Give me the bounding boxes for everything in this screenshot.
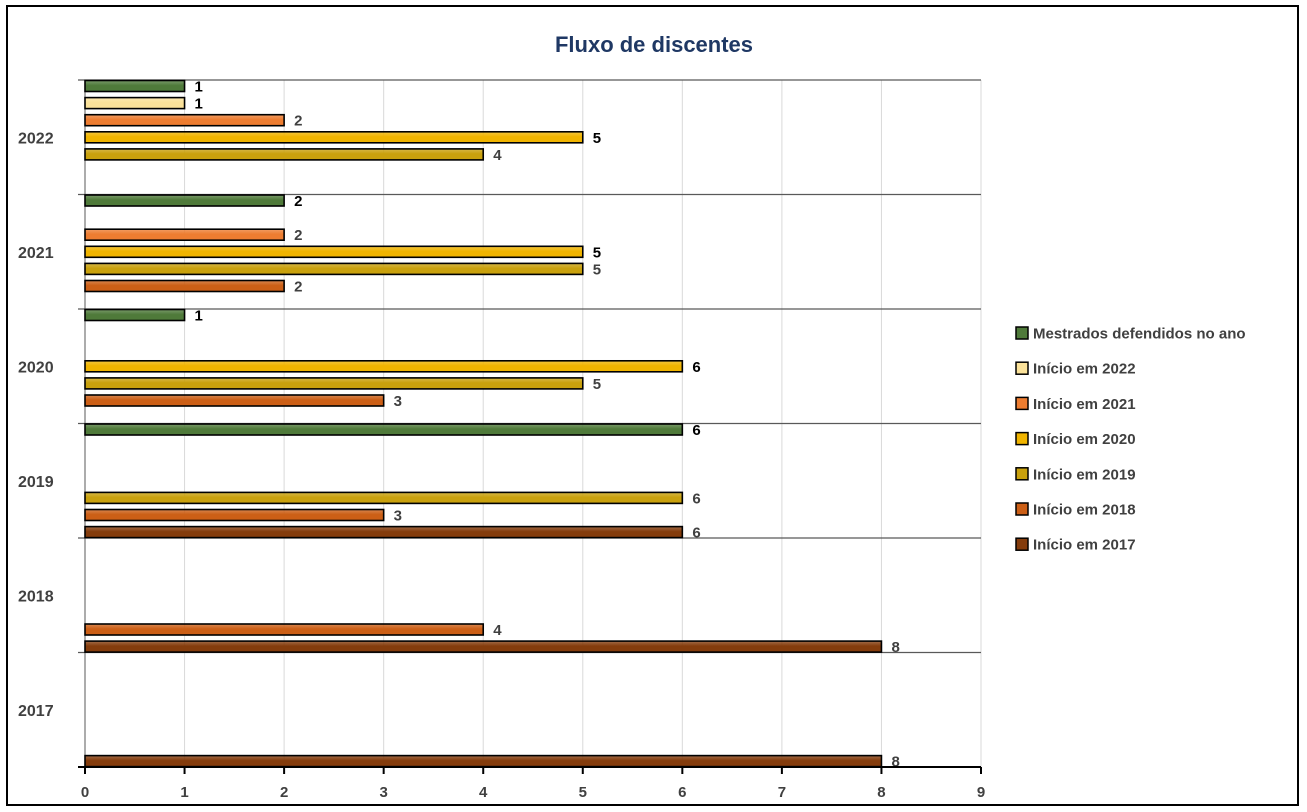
bar [84, 508, 385, 522]
chart-title: Fluxo de discentes [555, 32, 753, 57]
data-label: 4 [493, 147, 502, 164]
data-label: 2 [294, 193, 302, 210]
legend-item: Início em 2020 [1015, 431, 1136, 448]
data-label: 3 [394, 393, 402, 410]
bar [84, 377, 584, 390]
legend-item: Mestrados defendidos no ano [1015, 326, 1246, 343]
x-axis: 0 1 2 3 4 5 6 7 8 9 [78, 766, 985, 801]
legend-swatch [1015, 502, 1029, 516]
data-label: 6 [692, 359, 700, 376]
legend-label: Início em 2019 [1033, 466, 1136, 483]
bar [84, 228, 285, 241]
category-label: 2021 [18, 245, 54, 262]
data-label: 5 [593, 130, 601, 147]
category-label: 2017 [18, 703, 54, 720]
x-tick-label: 6 [678, 784, 686, 801]
bar [84, 525, 684, 539]
data-label: 8 [891, 754, 899, 771]
legend-swatch [1015, 537, 1029, 551]
bar [84, 245, 584, 259]
data-label: 2 [294, 227, 302, 244]
bar [84, 423, 684, 436]
legend: Mestrados defendidos no ano Início em 202… [1015, 326, 1246, 554]
data-label: 1 [195, 308, 203, 325]
data-label: 8 [891, 639, 899, 656]
bar [84, 640, 883, 653]
x-tick-label: 7 [778, 784, 786, 801]
legend-item: Início em 2022 [1015, 361, 1136, 378]
bar [84, 308, 186, 322]
data-label: 6 [692, 490, 700, 507]
data-label: 2 [294, 279, 302, 296]
x-tick-label: 8 [877, 784, 885, 801]
bar [84, 262, 584, 276]
legend-label: Início em 2020 [1033, 431, 1136, 448]
bar [84, 279, 285, 293]
x-tick-label: 4 [479, 784, 488, 801]
legend-item: Início em 2017 [1015, 537, 1136, 554]
bar [84, 148, 485, 161]
legend-swatch [1015, 326, 1029, 340]
x-tick-label: 2 [280, 784, 288, 801]
legend-label: Início em 2022 [1033, 361, 1136, 378]
data-label: 6 [692, 422, 700, 439]
legend-label: Início em 2021 [1033, 396, 1136, 413]
data-label: 5 [593, 261, 601, 278]
x-tick-label: 9 [977, 784, 985, 801]
data-label: 1 [195, 79, 203, 96]
legend-swatch [1015, 396, 1029, 411]
bar [84, 194, 285, 207]
bar [84, 96, 186, 110]
bar [84, 79, 186, 93]
legend-label: Início em 2017 [1033, 537, 1136, 554]
bar [84, 754, 883, 768]
data-label: 4 [493, 622, 502, 639]
legend-swatch [1015, 361, 1029, 375]
x-tick-label: 5 [579, 784, 587, 801]
category-label: 2019 [18, 474, 54, 491]
x-tick-label: 1 [180, 784, 188, 801]
category-label: 2018 [18, 588, 54, 605]
bar [84, 113, 285, 127]
legend-label: Mestrados defendidos no ano [1033, 326, 1246, 343]
legend-item: Início em 2019 [1015, 466, 1136, 483]
bar [84, 623, 485, 636]
data-label: 6 [692, 525, 700, 542]
bar [84, 491, 684, 505]
x-tick-label: 3 [379, 784, 387, 801]
legend-item: Início em 2018 [1015, 502, 1136, 519]
data-label: 1 [195, 96, 203, 113]
bar [84, 359, 684, 373]
category-label: 2022 [18, 130, 54, 147]
legend-swatch [1015, 467, 1029, 481]
category-label: 2020 [18, 359, 54, 376]
bar [84, 131, 584, 144]
legend-item: Início em 2021 [1015, 396, 1136, 413]
data-label: 2 [294, 113, 302, 130]
data-label: 5 [593, 376, 601, 393]
x-tick-label: 0 [81, 784, 89, 801]
bar [84, 394, 385, 407]
y-axis-categories: 2022 2021 2020 2019 2018 2017 [18, 130, 54, 720]
legend-label: Início em 2018 [1033, 502, 1136, 519]
data-label: 3 [394, 508, 402, 525]
data-label: 5 [593, 244, 601, 261]
legend-swatch [1015, 431, 1029, 446]
